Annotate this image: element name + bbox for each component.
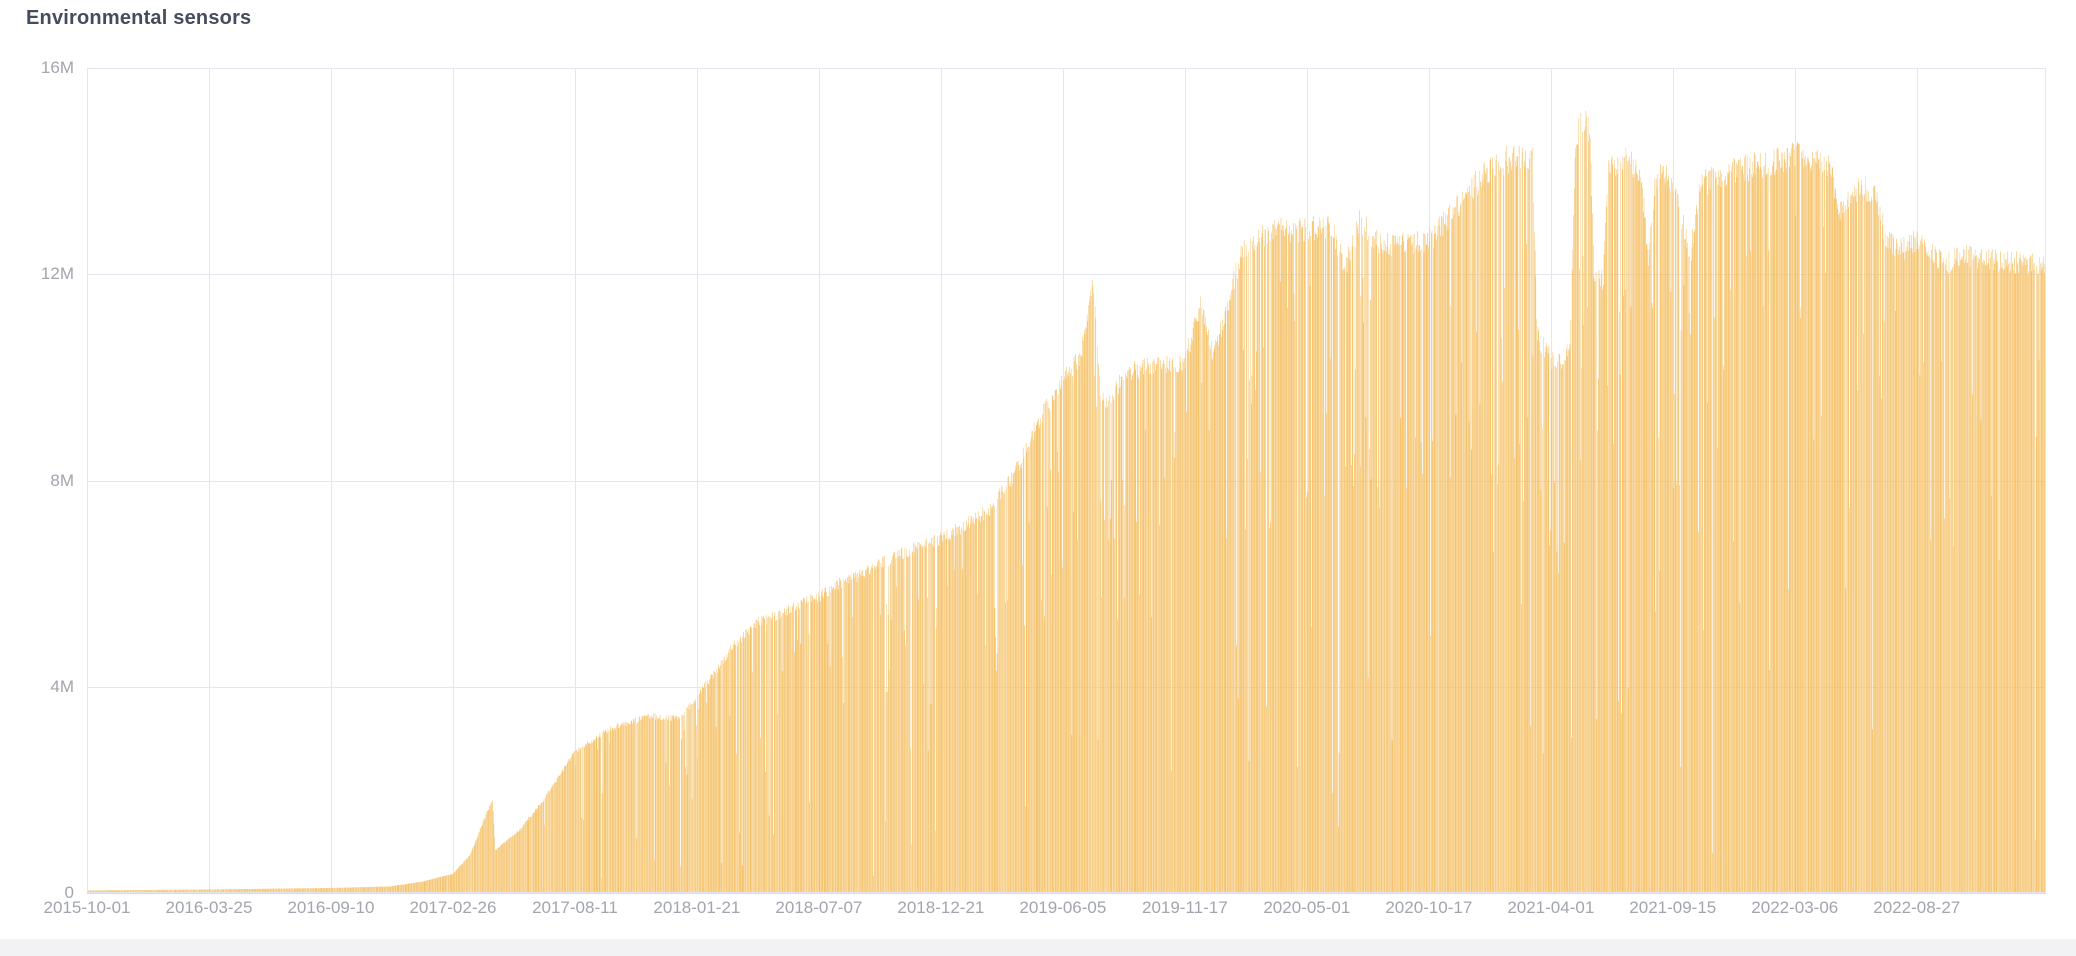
- y-axis-tick-label: 12M: [40, 264, 74, 284]
- y-axis-tick-label: 16M: [40, 58, 74, 77]
- x-axis-tick-label: 2018-01-21: [653, 898, 741, 917]
- y-axis-tick-label: 4M: [50, 676, 74, 696]
- x-axis-tick-label: 2022-08-27: [1873, 898, 1961, 917]
- chart-title: Environmental sensors: [26, 7, 252, 29]
- x-axis-tick-label: 2018-07-07: [775, 898, 863, 917]
- x-axis-tick-label: 2019-11-17: [1141, 898, 1228, 917]
- x-axis-tick-label: 2015-10-01: [43, 898, 131, 917]
- x-axis-tick-label: 2020-05-01: [1263, 898, 1351, 917]
- x-axis-tick-label: 2018-12-21: [897, 898, 985, 917]
- x-axis-tick-label: 2020-10-17: [1385, 898, 1473, 917]
- x-axis-tick-label: 2016-03-25: [165, 898, 253, 917]
- x-axis-tick-label: 2017-02-26: [409, 898, 497, 917]
- y-axis-tick-label: 0: [64, 883, 74, 902]
- x-axis-tick-label: 2021-09-15: [1629, 898, 1717, 917]
- x-axis-tick-label: 2016-09-10: [287, 898, 375, 917]
- x-axis-tick-label: 2022-03-06: [1751, 898, 1839, 917]
- panel-bottom-edge: [0, 939, 2076, 956]
- x-axis-tick-label: 2019-06-05: [1019, 898, 1107, 917]
- x-axis-tick-label: 2017-08-11: [532, 898, 618, 917]
- y-axis-tick-label: 8M: [50, 470, 74, 490]
- x-axis-tick-label: 2021-04-01: [1507, 898, 1595, 917]
